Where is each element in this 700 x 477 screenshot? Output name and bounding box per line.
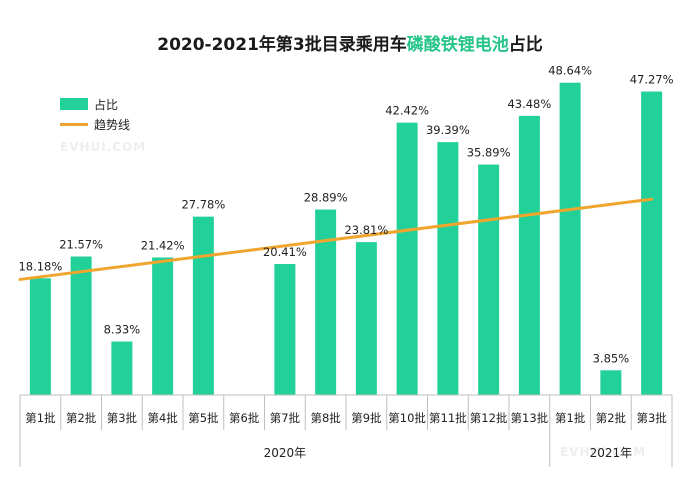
legend-swatch-bar <box>60 98 88 110</box>
bar <box>437 142 459 395</box>
bar <box>478 164 500 395</box>
data-label: 39.39% <box>426 123 470 137</box>
data-label: 8.33% <box>104 323 141 337</box>
bar <box>29 278 51 395</box>
bar <box>315 209 337 395</box>
bar <box>274 263 296 395</box>
data-label: 21.42% <box>141 238 185 252</box>
legend-label-bar: 占比 <box>94 97 119 112</box>
bar <box>600 370 622 395</box>
x-tick-label: 第8批 <box>310 411 341 425</box>
x-group-label: 2021年 <box>590 446 633 460</box>
legend-swatch-line <box>60 122 88 126</box>
x-tick-label: 第11批 <box>429 411 467 425</box>
data-label: 28.89% <box>304 191 348 205</box>
x-group-label: 2020年 <box>264 446 307 460</box>
data-label: 23.81% <box>344 223 388 237</box>
x-tick-label: 第13批 <box>511 411 549 425</box>
data-label: 48.64% <box>548 64 592 78</box>
trend-line <box>18 197 654 281</box>
legend-item-line: 趋势线 <box>60 114 130 134</box>
data-label: 20.41% <box>263 245 307 259</box>
bar <box>192 216 214 395</box>
bar <box>111 341 133 395</box>
bar <box>559 82 581 395</box>
bar <box>396 122 418 395</box>
x-tick-label: 第1批 <box>555 411 586 425</box>
x-tick-label: 第1批 <box>25 411 56 425</box>
chart-title: 2020-2021年第3批目录乘用车磷酸铁锂电池占比 <box>0 30 700 55</box>
x-tick-label: 第5批 <box>188 411 219 425</box>
title-prefix: 2020-2021年第3批目录乘用车 <box>157 35 407 55</box>
x-tick-label: 第12批 <box>470 411 508 425</box>
x-tick-label: 第7批 <box>270 411 301 425</box>
data-label: 27.78% <box>181 198 225 212</box>
data-label: 18.18% <box>18 259 62 273</box>
bar <box>355 242 377 395</box>
title-suffix: 占比 <box>508 35 543 55</box>
bar <box>518 115 540 395</box>
x-tick-label: 第3批 <box>107 411 138 425</box>
x-tick-label: 第6批 <box>229 411 260 425</box>
data-label: 21.57% <box>59 238 103 252</box>
x-tick-label: 第9批 <box>351 411 382 425</box>
data-label: 35.89% <box>467 146 511 160</box>
chart-legend: 占比 趋势线 <box>60 94 130 134</box>
bar <box>70 256 92 395</box>
data-label: 47.27% <box>630 73 674 87</box>
data-label: 43.48% <box>507 97 551 111</box>
legend-item-bar: 占比 <box>60 94 130 114</box>
watermark: EVHUI.COM <box>560 445 647 459</box>
data-label: 3.85% <box>593 351 630 365</box>
bar <box>152 257 174 395</box>
x-tick-label: 第4批 <box>147 411 178 425</box>
x-tick-label: 第2批 <box>596 411 627 425</box>
data-label: 42.42% <box>385 104 429 118</box>
watermark: EVHUI.COM <box>60 140 147 154</box>
title-highlight: 磷酸铁锂电池 <box>406 35 509 55</box>
x-tick-label: 第2批 <box>66 411 97 425</box>
legend-label-line: 趋势线 <box>94 117 131 132</box>
x-tick-label: 第3批 <box>636 411 667 425</box>
bar <box>641 91 663 395</box>
x-tick-label: 第10批 <box>388 411 426 425</box>
